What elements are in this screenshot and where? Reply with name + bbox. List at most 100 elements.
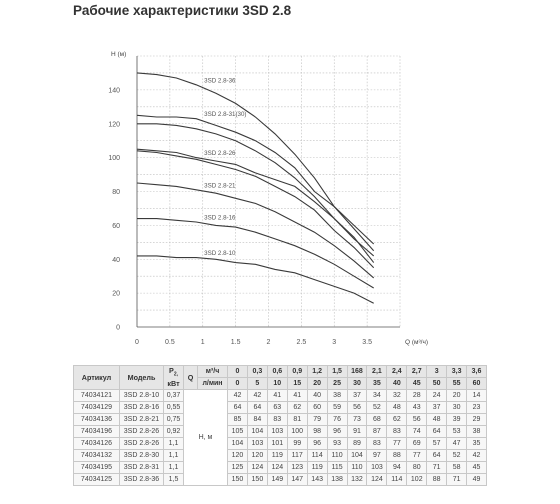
cell-head-value: 84 <box>246 413 268 427</box>
cell-head-value: 103 <box>366 461 388 475</box>
cell-head-value: 87 <box>366 425 388 439</box>
table-row: 74034121 3SD 2.8-10 0,37 Н, м 42 42 41 41 40 38 37… <box>73 389 487 487</box>
cell-head-value: 53 <box>446 425 468 439</box>
cell-head-value: 29 <box>466 413 487 427</box>
cell-head-value: 99 <box>286 437 308 451</box>
cell-head-label: Н, м <box>183 389 228 487</box>
cell-model: 3SD 2.8-10 <box>119 389 164 403</box>
cell-head-value: 76 <box>326 413 348 427</box>
cell-head-value: 42 <box>246 389 268 403</box>
cell-head-value: 138 <box>326 473 348 487</box>
table-row: 74034196 3SD 2.8-26 0,92 105 104 103 100 98 96 91… <box>73 425 487 439</box>
cell-head-value: 68 <box>366 413 388 427</box>
cell-model: 3SD 2.8-21 <box>119 413 164 427</box>
curve-series-5 <box>136 150 375 269</box>
cell-head-value: 58 <box>446 461 468 475</box>
header-flow-lmin: 25 <box>326 377 348 391</box>
cell-head-value: 35 <box>466 437 487 451</box>
x-axis-label: Q (м³/ч) <box>405 339 428 346</box>
cell-model: 3SD 2.8-30 <box>119 449 164 463</box>
header-flow-lmin: 30 <box>346 377 368 391</box>
cell-head-value: 62 <box>286 401 308 415</box>
cell-power: 0,75 <box>163 413 184 427</box>
cell-power: 1,1 <box>163 437 184 451</box>
cell-head-value: 124 <box>366 473 388 487</box>
cell-head-value: 97 <box>366 449 388 463</box>
curve-label: 3SD 2.8-21 <box>204 182 236 189</box>
header-flow-m3h: 168 <box>346 364 368 379</box>
cell-head-value: 83 <box>386 425 408 439</box>
cell-head-value: 71 <box>426 461 448 475</box>
cell-head-value: 120 <box>246 449 268 463</box>
cell-head-value: 79 <box>306 413 328 427</box>
header-flow-lmin: 0 <box>227 377 248 391</box>
curve-series-4 <box>136 148 375 263</box>
header-article: Артикул <box>73 364 120 391</box>
cell-head-value: 69 <box>406 437 428 451</box>
cell-head-value: 20 <box>446 389 468 403</box>
cell-head-value: 56 <box>346 401 368 415</box>
y-tick-label: 40 <box>112 257 120 264</box>
cell-head-value: 124 <box>246 461 268 475</box>
cell-head-value: 73 <box>346 413 368 427</box>
x-tick-label: 3.5 <box>362 339 372 346</box>
cell-head-value: 119 <box>306 461 328 475</box>
table-row: 74034132 3SD 2.8-30 1,1 120 120 119 117 114 110 1… <box>73 449 487 463</box>
cell-head-value: 83 <box>266 413 288 427</box>
cell-head-value: 64 <box>246 401 268 415</box>
cell-head-value: 85 <box>227 413 248 427</box>
cell-head-value: 48 <box>426 413 448 427</box>
y-tick-label: 60 <box>112 223 120 230</box>
cell-head-value: 39 <box>446 413 468 427</box>
cell-head-value: 117 <box>286 449 308 463</box>
cell-head-value: 110 <box>326 449 348 463</box>
cell-head-value: 120 <box>227 449 248 463</box>
cell-head-value: 115 <box>326 461 348 475</box>
x-tick-label: 3 <box>332 339 336 346</box>
cell-head-value: 143 <box>306 473 328 487</box>
x-tick-label: 2.5 <box>297 339 307 346</box>
cell-head-value: 60 <box>306 401 328 415</box>
curve-label: 3SD 2.8-16 <box>204 214 236 221</box>
cell-head-value: 37 <box>346 389 368 403</box>
cell-model: 3SD 2.8-26 <box>119 425 164 439</box>
cell-head-value: 80 <box>406 461 428 475</box>
header-flow-m3h: 2,1 <box>366 364 388 379</box>
curve-series-6 <box>136 182 375 279</box>
page-title: Рабочие характеристики 3SD 2.8 <box>73 3 292 18</box>
y-tick-label: 120 <box>108 121 120 128</box>
chart-grid <box>137 55 401 327</box>
cell-head-value: 96 <box>326 425 348 439</box>
header-flow-m3h: 1,2 <box>306 364 328 379</box>
chart-tick-labels: 0 0.5 1 1.5 2 2.5 3 3.5 0 20 40 60 80 100 120 140 <box>108 87 372 346</box>
header-q: Q <box>183 364 198 391</box>
header-flow-m3h: 0 <box>227 364 248 379</box>
cell-head-value: 63 <box>266 401 288 415</box>
header-power-sub: 2, <box>173 371 178 378</box>
cell-head-value: 57 <box>426 437 448 451</box>
x-tick-label: 2 <box>267 339 271 346</box>
table-row: 74034125 3SD 2.8-36 1,5 150 150 149 147 143 138 1… <box>73 473 487 487</box>
x-tick-label: 1.5 <box>231 339 241 346</box>
header-flow-m3h: 3,6 <box>466 364 487 379</box>
cell-head-value: 64 <box>227 401 248 415</box>
y-tick-label: 80 <box>112 189 120 196</box>
cell-head-value: 40 <box>306 389 328 403</box>
curve-label: 3SD 2.8-36 <box>204 77 236 84</box>
cell-head-value: 150 <box>227 473 248 487</box>
header-flow-m3h: 3,3 <box>446 364 468 379</box>
header-flow-m3h: 2,7 <box>406 364 428 379</box>
header-flow-m3h: 0,6 <box>266 364 288 379</box>
cell-head-value: 52 <box>366 401 388 415</box>
cell-head-value: 114 <box>306 449 328 463</box>
cell-head-value: 81 <box>286 413 308 427</box>
cell-head-value: 124 <box>266 461 288 475</box>
cell-model: 3SD 2.8-31 <box>119 461 164 475</box>
cell-head-value: 42 <box>466 449 487 463</box>
y-tick-label: 100 <box>108 155 120 162</box>
cell-head-value: 28 <box>406 389 428 403</box>
header-flow-lmin: 60 <box>466 377 487 391</box>
cell-head-value: 48 <box>386 401 408 415</box>
cell-article: 74034121 <box>73 389 120 403</box>
header-unit-lmin: л/мин <box>197 377 228 391</box>
